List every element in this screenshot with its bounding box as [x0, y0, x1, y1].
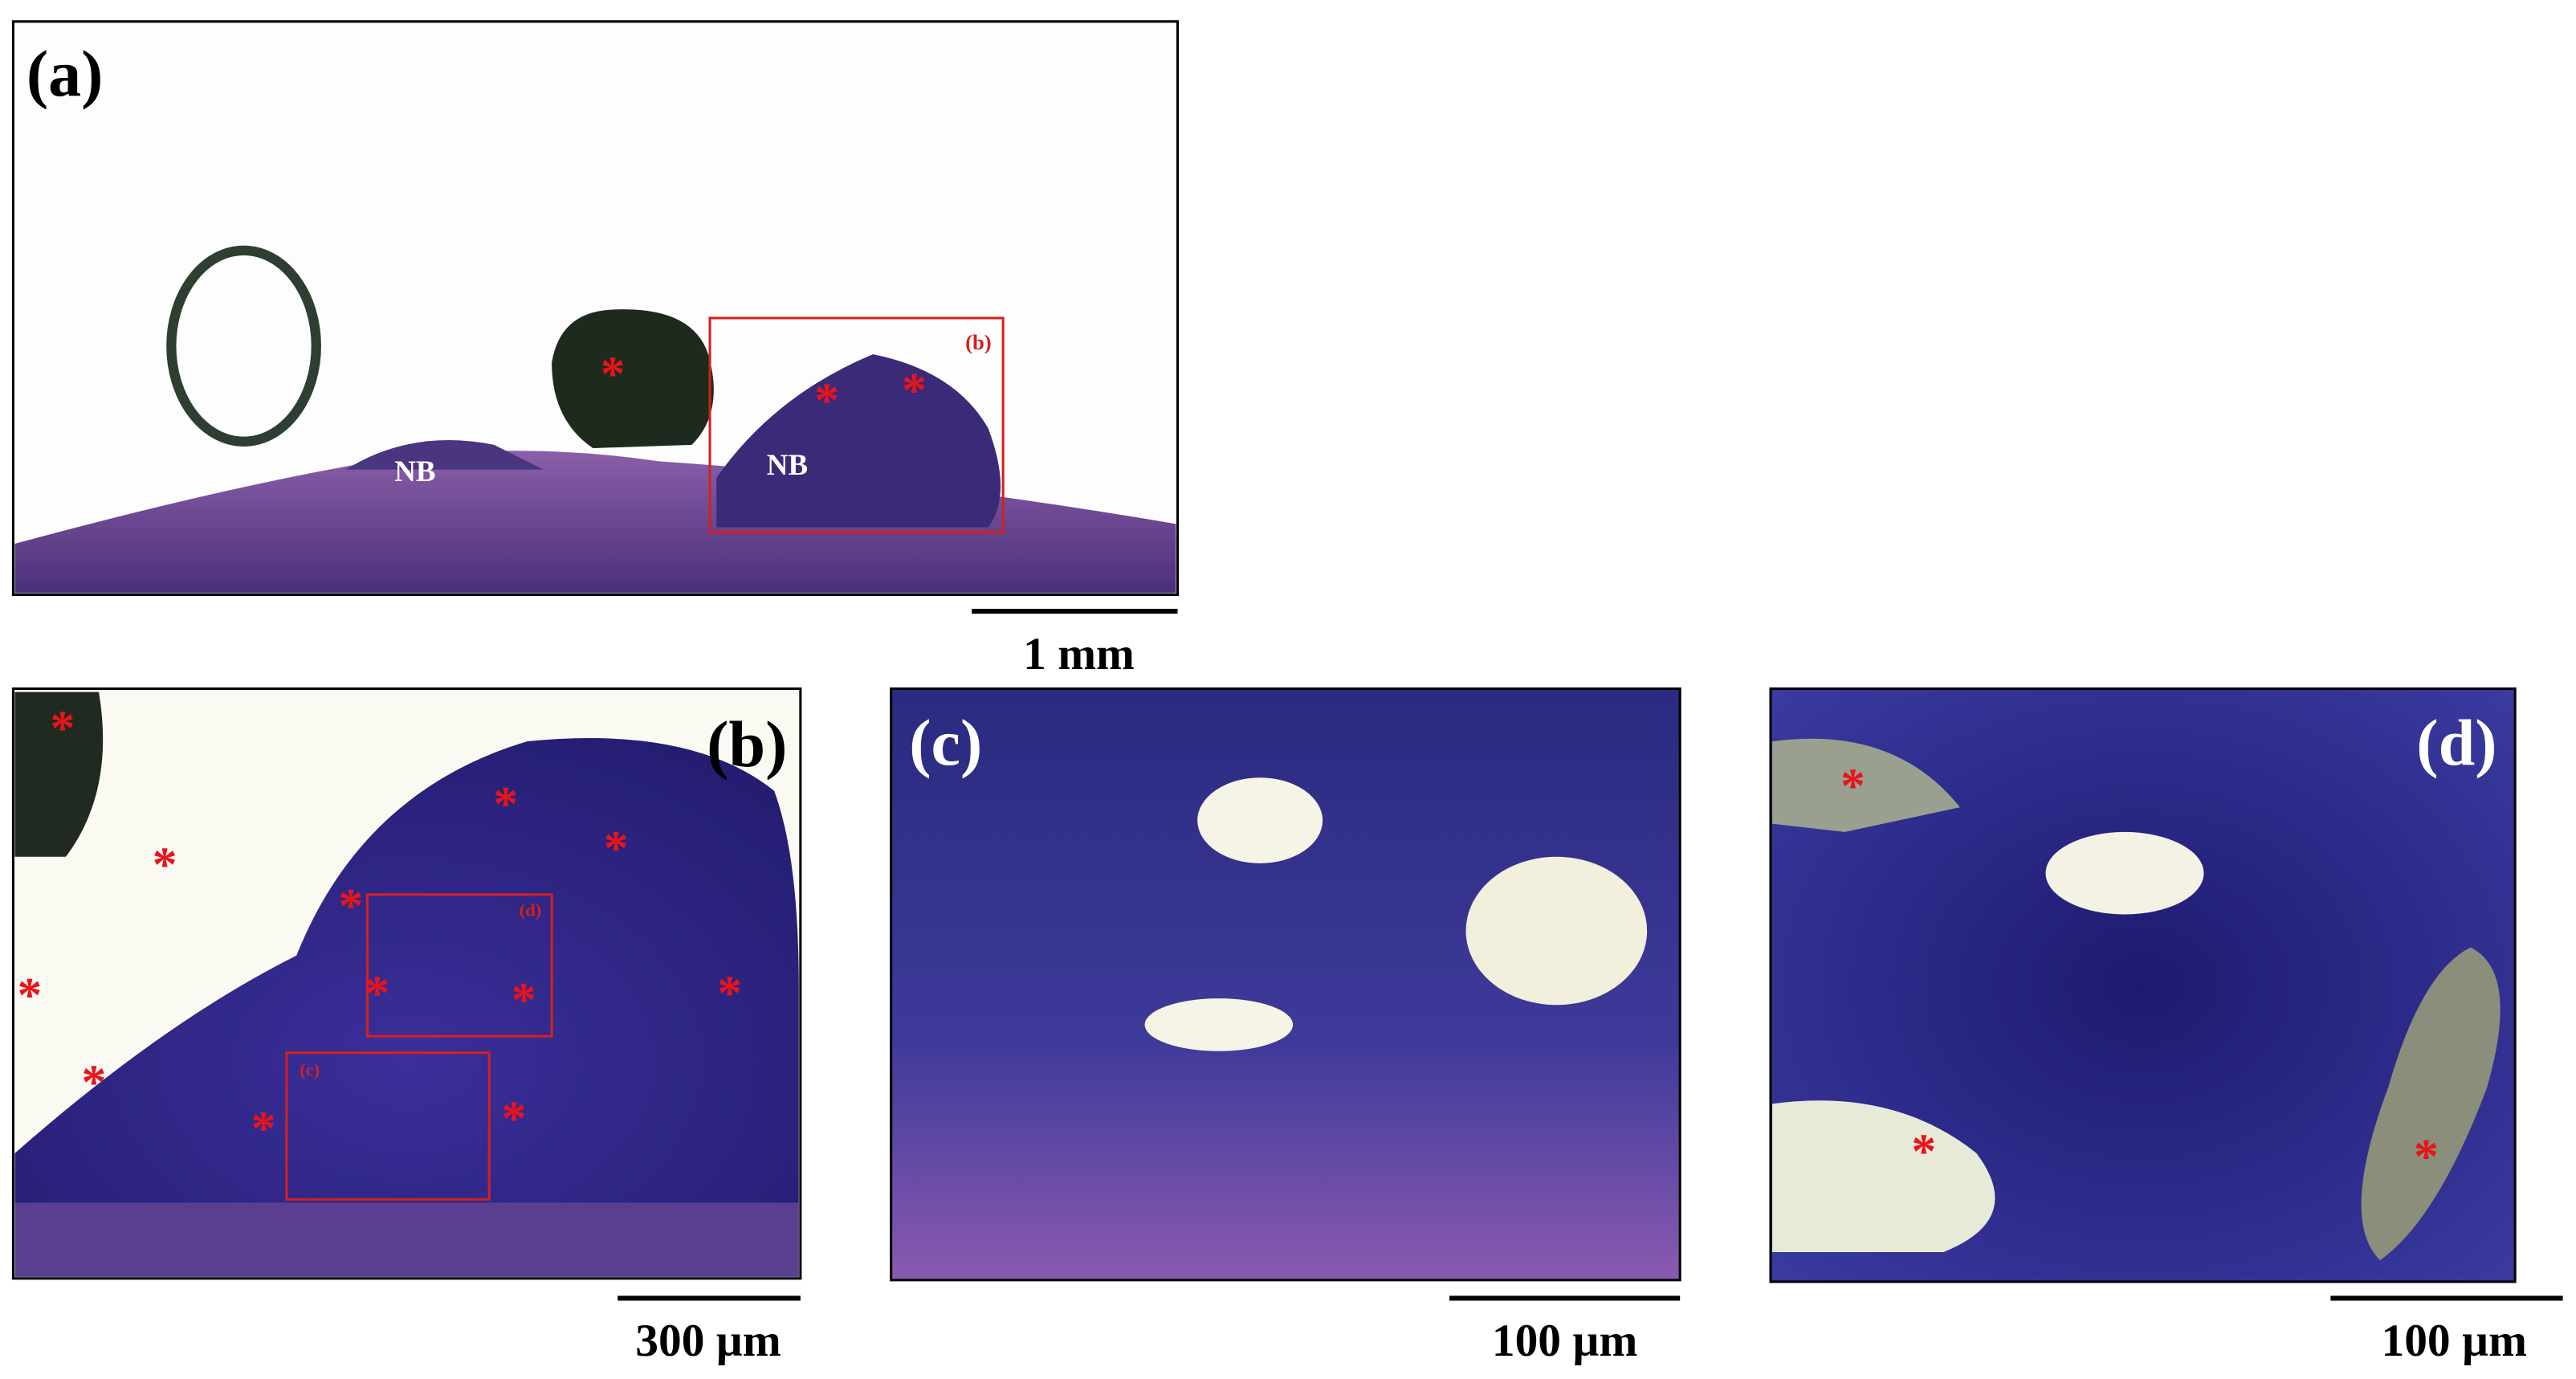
marker: * [717, 966, 742, 1021]
marker: * [251, 1101, 276, 1156]
scale-bar-label: 300 µm [635, 1316, 781, 1366]
inset-box [708, 316, 1005, 534]
marker: * [18, 968, 43, 1022]
panel-label: (c) [909, 706, 982, 779]
marker: * [153, 838, 177, 892]
marker: * [502, 1091, 527, 1146]
panel-label: (d) [2416, 706, 2497, 779]
lacuna [1144, 998, 1294, 1051]
marker: * [365, 966, 389, 1021]
inset-label: (d) [520, 900, 542, 920]
marker: * [339, 879, 364, 934]
marker: * [1911, 1124, 1936, 1179]
panel-d: * * * (d) 100 µm [1769, 687, 2563, 1366]
graft-particle [552, 309, 714, 449]
marker: * [604, 822, 629, 876]
inset-label: (c) [300, 1059, 320, 1079]
new-bone [716, 354, 1001, 528]
bone-tissue [14, 738, 799, 1277]
marker: * [512, 973, 536, 1027]
inset-box [365, 893, 553, 1038]
panel-a: (b) NB NB * * * (a) 1 mm [11, 20, 1180, 679]
tissue-label: NB [394, 455, 435, 488]
marker: * [814, 373, 839, 428]
graft-particle [14, 692, 104, 857]
panel-c: (c) 100 µm [890, 687, 1681, 1366]
marker: * [493, 777, 518, 831]
lacuna [1197, 777, 1323, 863]
lacuna [1465, 856, 1648, 1006]
tissue-label: NB [767, 448, 808, 481]
marker: * [51, 701, 75, 756]
panel-label: (b) [707, 708, 787, 781]
tissue-ring [166, 245, 321, 447]
new-bone [345, 440, 544, 470]
inset-box [285, 1051, 491, 1201]
panel-label: (a) [26, 37, 104, 110]
panel-b: (d) (c) * * * * * * * * * * * * (b) 300 … [11, 687, 802, 1366]
scale-bar-label: 100 µm [1492, 1316, 1637, 1366]
host-bone [14, 1202, 799, 1277]
marker: * [601, 347, 626, 402]
lacuna [2045, 831, 2204, 915]
inset-label: (b) [965, 330, 992, 354]
graft-particle [2361, 947, 2501, 1261]
marker: * [902, 363, 927, 418]
marker: * [2414, 1129, 2439, 1184]
scale-bar-label: 100 µm [2382, 1316, 2527, 1366]
marker: * [1840, 759, 1865, 814]
graft-particle [1772, 738, 1960, 832]
lacuna [1772, 1100, 1995, 1252]
scale-bar-label: 1 mm [1023, 629, 1135, 679]
marker: * [82, 1055, 107, 1110]
